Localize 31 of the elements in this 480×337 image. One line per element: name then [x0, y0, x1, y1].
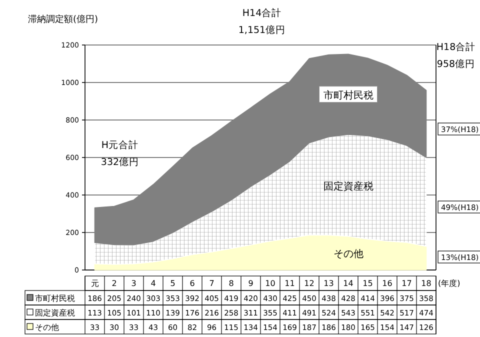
x-tick-label: 8 — [228, 279, 234, 288]
x-tick-label: 3 — [131, 279, 136, 288]
x-tick-label: 4 — [150, 279, 156, 288]
x-tick-label: 10 — [265, 279, 276, 288]
x-tick-label: 15 — [362, 279, 373, 288]
legend-item: 固定資産税 — [26, 308, 75, 318]
text: H18合計 958億円 — [436, 41, 476, 70]
legend-label: その他 — [35, 323, 59, 332]
x-tick-label: 2 — [112, 279, 117, 288]
text: H14合計 1,151億円 — [238, 7, 286, 36]
x-tick-label: 11 — [284, 279, 295, 288]
x-tick-label: 18 — [421, 279, 432, 288]
y-axis-title: 滞納調定額(億円) — [28, 14, 98, 25]
text: 市町村民税 — [323, 90, 374, 102]
text: その他 — [333, 249, 364, 260]
x-tick-label: 7 — [209, 279, 214, 288]
legend-item: 市町村民税 — [26, 294, 75, 303]
x-tick-label: 12 — [304, 279, 314, 288]
x-tick-label: 13 — [324, 279, 334, 288]
x-axis-title: (年度) — [438, 279, 460, 288]
x-tick-label: 14 — [343, 279, 354, 288]
x-tick-label: 元 — [90, 279, 99, 288]
legend-label: 市町村民税 — [35, 294, 75, 303]
legend-item: その他 — [26, 323, 59, 332]
series-label: 固定資産税 — [323, 180, 374, 192]
x-tick-label: 17 — [402, 279, 412, 288]
x-tick-label: 5 — [170, 279, 176, 288]
x-tick-label: 9 — [248, 279, 254, 288]
x-tick-label: 16 — [382, 279, 392, 288]
annotation: H元合計 332億円 — [100, 139, 140, 168]
x-tick-label: 6 — [190, 279, 195, 288]
